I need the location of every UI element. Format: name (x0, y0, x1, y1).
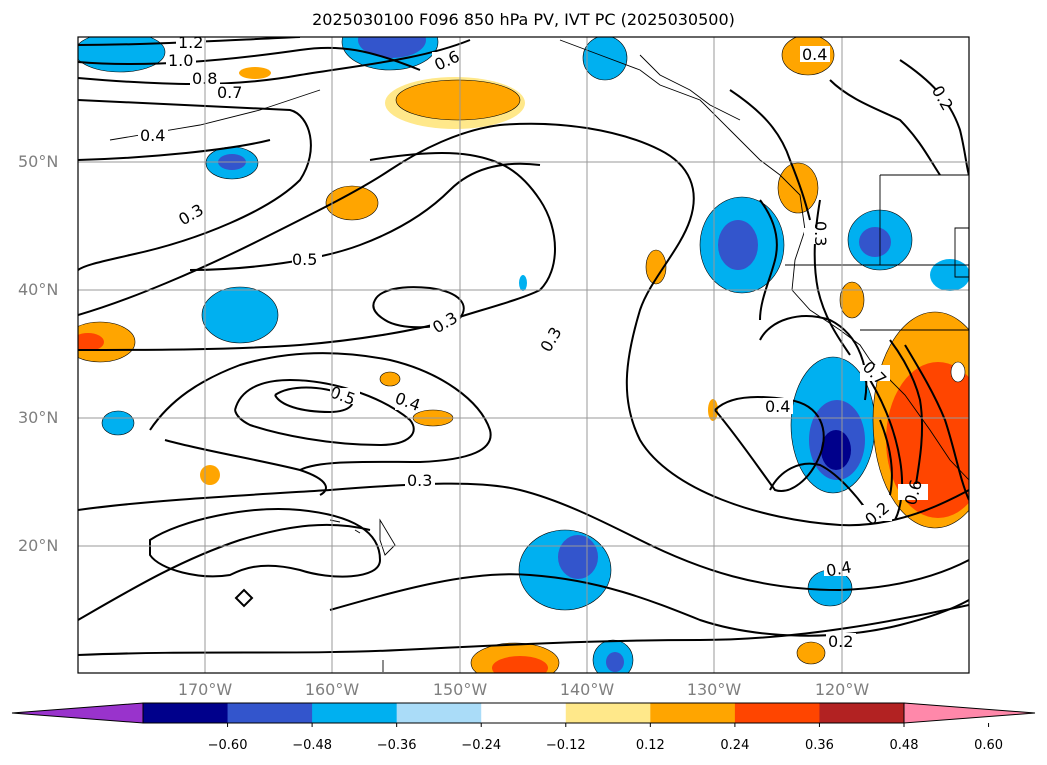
colorbar-cell (734, 703, 820, 723)
colorbar-extend-low (11, 702, 144, 724)
contour-label: 0.7 (217, 83, 242, 102)
colorbar-tick-label: −0.60 (207, 738, 248, 753)
lat-label-20n: 20°N (18, 536, 59, 555)
colorbar-tick-label: −0.12 (545, 738, 586, 753)
negative-shading (78, 37, 969, 673)
graticule (78, 37, 969, 673)
pv-contours (78, 37, 969, 656)
colorbar-tick-label: 0.48 (889, 738, 919, 753)
colorbar-cell (481, 703, 567, 723)
colorbar-cell (143, 703, 229, 723)
contour-label: 0.4 (825, 557, 853, 580)
contour-label: 1.2 (178, 33, 203, 52)
lat-label-30n: 30°N (18, 408, 59, 427)
colorbar-cell (396, 703, 482, 723)
contour-label: 0.2 (828, 632, 853, 651)
lon-label-130w: 130°W (686, 680, 742, 699)
contour-label: 0.4 (802, 45, 827, 64)
lon-label-120w: 120°W (814, 680, 870, 699)
lon-label-140w: 140°W (559, 680, 615, 699)
colorbar-cell (819, 703, 905, 723)
lon-label-150w: 150°W (432, 680, 488, 699)
map-title: 2025030100 F096 850 hPa PV, IVT PC (2025… (312, 10, 735, 29)
colorbar (11, 702, 1036, 727)
colorbar-tick-label: 0.60 (974, 738, 1004, 753)
colorbar-cell (227, 703, 313, 723)
lat-label-50n: 50°N (18, 152, 59, 171)
colorbar-tick-label: 0.36 (804, 738, 834, 753)
coastlines (109, 39, 969, 672)
colorbar-cell (565, 703, 651, 723)
colorbar-tick-label: −0.36 (376, 738, 417, 753)
contour-label: 0.4 (140, 126, 165, 145)
map-frame (77, 36, 970, 674)
lon-label-170w: 170°W (177, 680, 233, 699)
contour-label: 0.4 (765, 397, 790, 416)
colorbar-tick-label: −0.24 (461, 738, 502, 753)
colorbar-cell (650, 703, 736, 723)
colorbar-tick-label: 0.24 (720, 738, 750, 753)
contour-label: 0.3 (811, 221, 830, 246)
contour-label: 0.5 (292, 250, 317, 269)
colorbar-extend-high (903, 702, 1036, 724)
colorbar-tick-label: −0.48 (292, 738, 333, 753)
lat-label-40n: 40°N (18, 280, 59, 299)
colorbar-cell (312, 703, 398, 723)
contour-label: 0.3 (407, 471, 432, 490)
lon-label-160w: 160°W (304, 680, 360, 699)
colorbar-tick-label: 0.12 (635, 738, 665, 753)
contour-label: 1.0 (168, 51, 193, 70)
